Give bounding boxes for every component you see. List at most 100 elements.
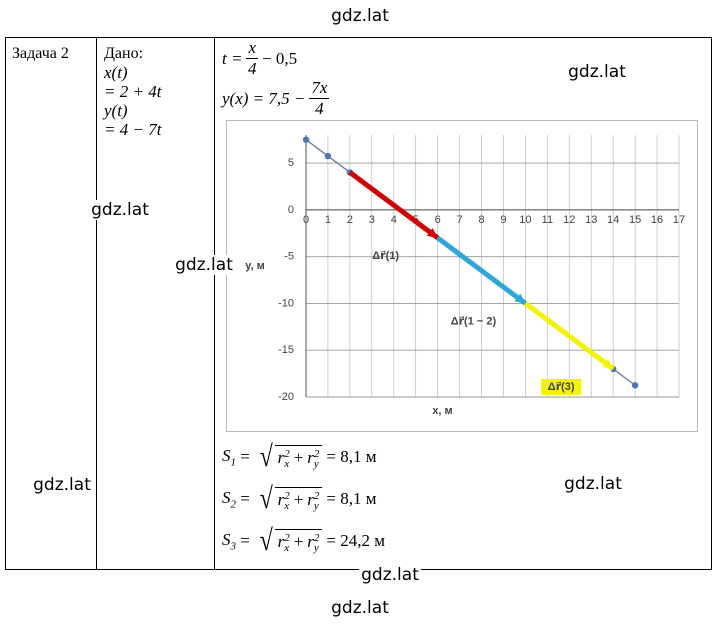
formula: y(x) = 7,5 − 7x 4 [222, 78, 333, 119]
r: r [277, 531, 285, 551]
power: 2 [313, 490, 320, 503]
watermark: gdz.lat [329, 598, 391, 618]
vector-head [426, 228, 438, 238]
symbol: S1 [222, 445, 237, 469]
vector-label: Δr⃗(1 − 2) [451, 315, 497, 327]
plus: + [293, 531, 304, 551]
watermark: gdz.lat [562, 474, 624, 494]
r: r [277, 489, 285, 509]
x-tick-label: 17 [673, 214, 685, 226]
given-line: x(t) [104, 63, 128, 82]
x-tick-label: 9 [500, 214, 506, 226]
given-cell: Дано: x(t) = 2 + 4t y(t) = 4 − 7t [104, 44, 161, 139]
r: r [307, 531, 314, 551]
formula-lhs: y(x) = 7,5 − [222, 88, 306, 108]
result-formula: S3 = √ r 2 x + r 2 y = 24,2 м [222, 524, 386, 557]
vector [436, 235, 527, 306]
index: 1 [230, 456, 237, 469]
y-tick-label: -5 [284, 251, 294, 263]
x-tick-label: 11 [542, 214, 553, 226]
power: 2 [284, 490, 290, 503]
chart-box: 01234567891011121314151617-20-15-10-505x… [226, 120, 698, 432]
symbol: S2 [222, 487, 237, 511]
x-tick-label: 3 [369, 214, 375, 226]
watermark: gdz.lat [89, 200, 151, 220]
task-cell: Задача 2 [12, 45, 69, 62]
data-point [302, 136, 310, 143]
sqrt: √ r 2 x + r 2 y [258, 526, 323, 556]
table: Задача 2 Дано: x(t) = 2 + 4t y(t) = 4 − … [5, 37, 712, 570]
subscript: x [284, 500, 290, 513]
x-tick-label: 14 [607, 214, 619, 226]
x-tick-label: 1 [325, 214, 331, 226]
y-tick-label: -10 [278, 297, 294, 309]
vector-head [602, 359, 614, 369]
radicand: r 2 x + r 2 y [274, 528, 323, 555]
x-tick-label: 6 [435, 214, 441, 226]
radicand: r 2 x + r 2 y [274, 444, 323, 471]
index: 3 [230, 540, 237, 553]
subscript: y [313, 500, 319, 513]
chart: 01234567891011121314151617-20-15-10-505x… [245, 135, 685, 417]
x-tick-label: 12 [563, 214, 575, 226]
x-axis-label: x, м [432, 405, 452, 417]
subscript: y [313, 542, 319, 555]
vector [523, 301, 615, 371]
watermark: gdz.lat [329, 6, 391, 26]
y-tick-label: -15 [278, 344, 294, 356]
vector-head [514, 293, 526, 304]
watermark: gdz.lat [566, 62, 628, 82]
power: 2 [284, 532, 290, 545]
y-tick-label: -20 [278, 391, 294, 403]
x-tick-label: 4 [391, 214, 397, 226]
plus: + [293, 489, 304, 509]
vector-label: Δr⃗(1) [372, 250, 399, 262]
numerator: x [246, 38, 258, 59]
label-bg [541, 378, 582, 395]
x-tick-label: 2 [347, 214, 353, 226]
x-tick-label: 7 [457, 214, 463, 226]
given-line: y(t) [104, 101, 128, 120]
index: 2 [230, 498, 237, 511]
r: r [277, 447, 285, 467]
formula-lhs: t = [222, 48, 243, 68]
data-point [631, 382, 639, 389]
x-tick-label: 16 [651, 214, 663, 226]
subscript: x [284, 458, 290, 471]
result-formula: S2 = √ r 2 x + r 2 y = 8,1 м [222, 482, 377, 515]
given-line: = 4 − 7t [104, 120, 162, 139]
result-value: = 24,2 м [326, 531, 386, 550]
x-tick-label: 15 [629, 214, 641, 226]
result-value: = 8,1 м [326, 489, 377, 508]
r: r [307, 489, 314, 509]
power: 2 [284, 448, 290, 461]
given-line: = 2 + 4t [104, 82, 162, 101]
subscript: x [284, 542, 290, 555]
y-axis-label: y, м [245, 260, 265, 272]
subscript: y [313, 458, 319, 471]
plus: + [293, 447, 304, 467]
data-point [324, 152, 332, 160]
denominator: 4 [315, 99, 324, 118]
sqrt: √ r 2 x + r 2 y [258, 484, 323, 514]
result-formula: S1 = √ r 2 x + r 2 y = 8,1 м [222, 440, 377, 473]
denominator: 4 [247, 59, 257, 78]
numerator: 7x [309, 78, 330, 99]
watermark: gdz.lat [359, 565, 421, 585]
power: 2 [313, 532, 320, 545]
sqrt: √ r 2 x + r 2 y [258, 442, 323, 472]
x-tick-label: 8 [478, 214, 484, 226]
vector-label: Δr⃗(3) [548, 381, 575, 393]
watermark: gdz.lat [31, 475, 93, 495]
vector [348, 170, 440, 240]
watermark: gdz.lat [173, 255, 235, 275]
given-title: Дано: [104, 45, 144, 62]
symbol: S3 [222, 529, 237, 553]
result-value: = 8,1 м [326, 447, 377, 466]
r: r [307, 447, 314, 467]
y-tick-label: 5 [288, 157, 294, 169]
y-tick-label: 0 [288, 204, 294, 216]
radicand: r 2 x + r 2 y [274, 486, 323, 513]
